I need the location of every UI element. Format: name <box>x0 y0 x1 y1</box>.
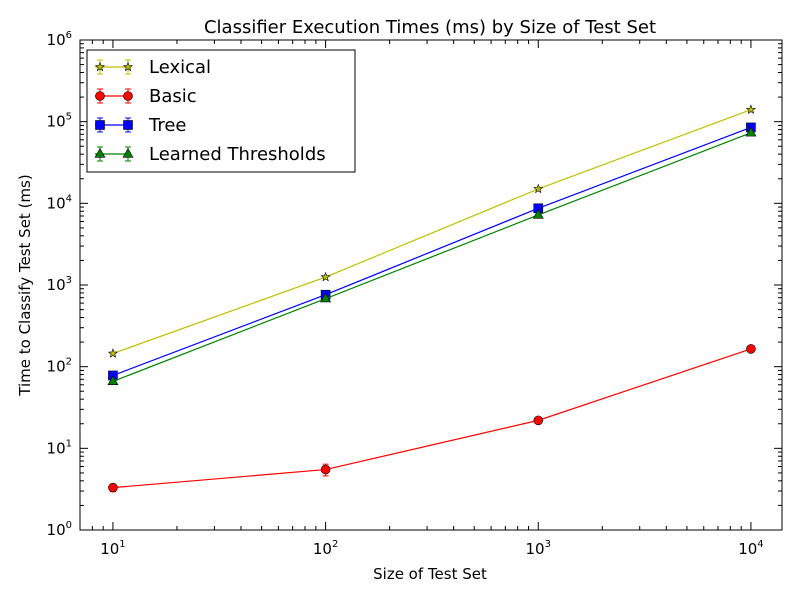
y-tick-label-0: 100 <box>47 520 72 539</box>
legend: Lexical Basic Tree Learned Thresholds <box>86 49 356 173</box>
legend-box <box>86 49 356 173</box>
x-tick-label-0: 101 <box>100 539 125 558</box>
legend-marker-tree <box>123 120 133 130</box>
data-point-lexical-1 <box>320 271 331 282</box>
data-point-basic-0 <box>108 482 118 493</box>
legend-marker-lexical <box>122 61 134 72</box>
legend-item-learned-thresholds: Learned Thresholds <box>94 144 326 165</box>
plot-frame <box>79 39 783 531</box>
legend-marker-basic <box>95 91 105 101</box>
chart-title: Classifier Execution Times (ms) by Size … <box>204 17 656 38</box>
data-point-basic-3 <box>746 344 756 354</box>
series-line-learned-thresholds <box>112 132 752 382</box>
data-point-lexical-2 <box>533 183 544 194</box>
legend-marker-learned-thresholds <box>94 147 106 158</box>
legend-item-basic: Basic <box>95 86 197 107</box>
x-tick-label-1: 102 <box>313 539 338 558</box>
legend-label-lexical: Lexical <box>149 57 211 78</box>
series-basic <box>108 344 756 493</box>
y-tick-label-1: 101 <box>47 438 72 457</box>
data-point-lexical-0 <box>107 348 119 358</box>
x-axis-ticks: 101 102 103 104 <box>79 40 764 558</box>
legend-marker-basic <box>123 91 133 101</box>
data-point-basic-2 <box>533 415 544 426</box>
legend-item-lexical: Lexical <box>94 57 211 78</box>
y-tick-label-3: 103 <box>47 275 72 294</box>
data-point-basic-1 <box>320 464 331 475</box>
series-line-basic <box>112 348 752 489</box>
y-axis-label: Time to Classify Test Set (ms) <box>16 174 34 396</box>
y-tick-label-4: 104 <box>47 193 72 212</box>
y-axis-ticks: 100 101 102 103 104 105 106 <box>47 30 782 539</box>
plot-series <box>107 104 757 493</box>
data-point-learned-thresholds-0 <box>107 375 119 386</box>
x-tick-label-3: 104 <box>738 539 763 558</box>
data-point-learned-thresholds-3 <box>745 126 757 137</box>
legend-label-tree: Tree <box>148 115 187 136</box>
legend-marker-lexical <box>94 61 106 72</box>
y-tick-label-5: 105 <box>47 112 72 131</box>
x-axis-label: Size of Test Set <box>373 565 487 583</box>
y-tick-label-6: 106 <box>47 30 72 49</box>
data-point-learned-thresholds-2 <box>532 208 544 219</box>
legend-label-learned-thresholds: Learned Thresholds <box>149 144 326 165</box>
x-tick-label-2: 103 <box>526 539 551 558</box>
data-point-learned-thresholds-1 <box>320 292 332 303</box>
legend-marker-learned-thresholds <box>122 147 134 158</box>
series-line-tree <box>112 126 752 377</box>
series-learned-thresholds <box>107 126 757 386</box>
legend-label-basic: Basic <box>149 86 197 107</box>
legend-marker-tree <box>95 120 105 130</box>
series-line-lexical <box>112 109 752 355</box>
legend-item-tree: Tree <box>95 115 187 136</box>
y-tick-label-2: 102 <box>47 357 72 376</box>
data-point-lexical-3 <box>745 104 757 115</box>
series-lexical <box>107 104 757 358</box>
